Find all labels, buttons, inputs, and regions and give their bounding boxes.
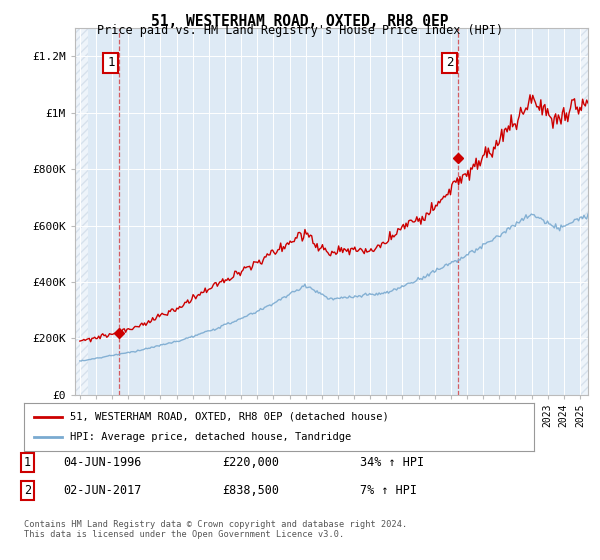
Text: 2: 2 [446,57,454,69]
Text: 51, WESTERHAM ROAD, OXTED, RH8 0EP (detached house): 51, WESTERHAM ROAD, OXTED, RH8 0EP (deta… [70,412,389,422]
Text: £220,000: £220,000 [222,456,279,469]
Text: 51, WESTERHAM ROAD, OXTED, RH8 0EP: 51, WESTERHAM ROAD, OXTED, RH8 0EP [151,14,449,29]
Text: Contains HM Land Registry data © Crown copyright and database right 2024.
This d: Contains HM Land Registry data © Crown c… [24,520,407,539]
Text: 2: 2 [24,484,31,497]
Text: 34% ↑ HPI: 34% ↑ HPI [360,456,424,469]
Text: HPI: Average price, detached house, Tandridge: HPI: Average price, detached house, Tand… [70,432,351,442]
Text: 7% ↑ HPI: 7% ↑ HPI [360,484,417,497]
Text: Price paid vs. HM Land Registry's House Price Index (HPI): Price paid vs. HM Land Registry's House … [97,24,503,37]
Bar [75,28,88,395]
Text: £838,500: £838,500 [222,484,279,497]
Text: 04-JUN-1996: 04-JUN-1996 [63,456,142,469]
Bar [580,28,588,395]
Text: 1: 1 [107,57,115,69]
Text: 1: 1 [24,456,31,469]
Text: 02-JUN-2017: 02-JUN-2017 [63,484,142,497]
